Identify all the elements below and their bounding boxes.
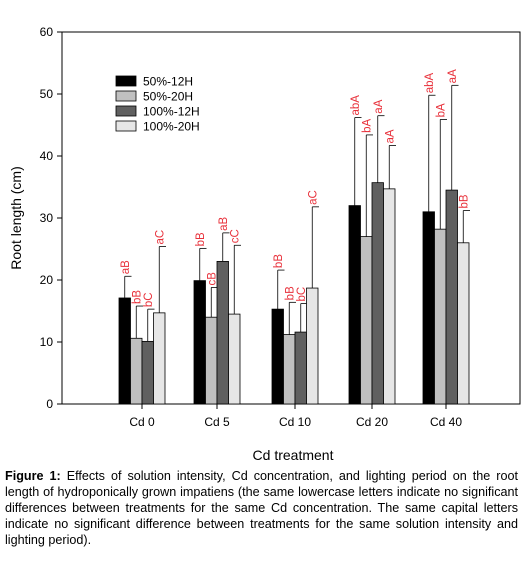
bar-100%-20H — [153, 312, 166, 405]
bar-100%-20H — [306, 287, 319, 405]
bar-100%-12H — [445, 189, 458, 405]
caption-text: Effects of solution intensity, Cd concen… — [5, 469, 518, 547]
bar-100%-12H — [216, 260, 229, 405]
y-tick-label: 10 — [40, 335, 54, 349]
y-tick-label: 20 — [40, 273, 54, 287]
significance-letters: bB — [458, 194, 470, 208]
legend-swatch — [115, 105, 137, 117]
significance-letters: bA — [361, 119, 373, 133]
bar-50%-20H — [283, 334, 296, 405]
legend-swatch — [115, 75, 137, 87]
legend-label: 100%-20H — [143, 120, 200, 134]
y-tick-label: 60 — [40, 25, 54, 39]
x-axis-label: Cd treatment — [253, 447, 334, 463]
significance-letters: aA — [384, 129, 396, 143]
x-tick-label: Cd 5 — [204, 415, 230, 429]
figure-caption: Figure 1: Effects of solution intensity,… — [5, 468, 518, 548]
legend-label: 50%-12H — [143, 75, 193, 89]
significance-letters: bB — [195, 232, 207, 246]
significance-letters: aA — [447, 69, 459, 83]
significance-letters: aC — [307, 190, 319, 205]
bar-50%-12H — [118, 297, 131, 405]
significance-letters: abA — [350, 95, 362, 116]
bar-100%-12H — [294, 331, 307, 405]
bar-50%-12H — [422, 211, 435, 405]
significance-letters: bB — [273, 254, 285, 268]
legend-swatch — [115, 120, 137, 132]
bar-100%-20H — [228, 313, 241, 405]
significance-letters: bA — [435, 103, 447, 117]
y-tick-label: 0 — [46, 397, 53, 411]
x-tick-label: Cd 10 — [279, 415, 311, 429]
y-tick-label: 30 — [40, 211, 54, 225]
significance-letters: bC — [296, 287, 308, 302]
significance-letters: aA — [373, 99, 385, 113]
bar-50%-20H — [360, 236, 373, 405]
bar-50%-12H — [271, 308, 284, 405]
bar-50%-20H — [434, 228, 447, 405]
significance-letters: abA — [424, 72, 436, 93]
bar-100%-20H — [383, 188, 396, 405]
legend-label: 100%-12H — [143, 105, 200, 119]
bar-50%-12H — [348, 205, 361, 405]
x-tick-label: Cd 20 — [356, 415, 388, 429]
bar-100%-20H — [457, 242, 470, 405]
bar-100%-12H — [371, 182, 384, 405]
bar-100%-12H — [141, 340, 154, 405]
legend-swatch — [115, 90, 137, 102]
y-tick-label: 50 — [40, 87, 54, 101]
significance-letters: aB — [120, 260, 132, 274]
caption-label: Figure 1: — [5, 469, 61, 483]
significance-letters: aB — [218, 216, 230, 230]
bar-50%-20H — [130, 337, 143, 405]
significance-letters: cB — [206, 272, 218, 286]
significance-letters: bB — [284, 286, 296, 300]
y-tick-label: 40 — [40, 149, 54, 163]
x-tick-label: Cd 40 — [430, 415, 462, 429]
significance-letters: bC — [143, 292, 155, 307]
y-axis-label: Root length (cm) — [8, 166, 24, 269]
significance-letters: cC — [229, 229, 241, 243]
legend-label: 50%-20H — [143, 90, 193, 104]
x-tick-label: Cd 0 — [129, 415, 155, 429]
bar-50%-20H — [205, 316, 218, 405]
significance-letters: bB — [131, 290, 143, 304]
bar-50%-12H — [193, 280, 206, 405]
significance-letters: aC — [154, 230, 166, 245]
